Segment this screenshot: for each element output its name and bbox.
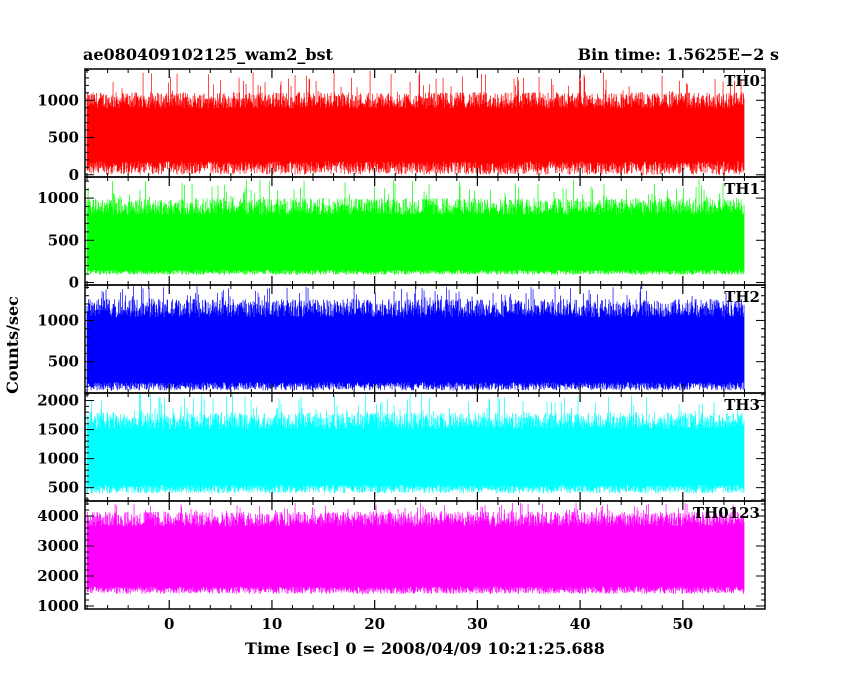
series-trace-th2 <box>86 286 745 391</box>
x-tick-label: 40 <box>570 615 591 633</box>
y-tick-label: 4000 <box>37 507 79 525</box>
series-label-th2: TH2 <box>724 288 760 306</box>
x-tick-label: 50 <box>672 615 693 633</box>
y-tick-label: 1000 <box>37 597 79 615</box>
panel-th0123: 1000 2000 3000 4000 TH0123 0 10 20 30 40 50 <box>37 500 766 633</box>
x-tick-label: 30 <box>467 615 488 633</box>
y-tick-label: 500 <box>48 353 79 371</box>
series-trace-th3 <box>86 394 745 494</box>
x-tick-label: 0 <box>164 615 174 633</box>
panel-th3: 500 1000 1500 2000 TH3 <box>37 392 766 502</box>
y-tick-label: 2000 <box>37 567 79 585</box>
series-label-th3: TH3 <box>724 396 760 414</box>
panel-frame <box>84 500 766 610</box>
y-tick-label: 3000 <box>37 537 79 555</box>
series-label-th0: TH0 <box>724 72 760 90</box>
y-tick-label: 500 <box>48 231 79 249</box>
panels-layer: 05001000TH005001000TH15001000TH250010001… <box>37 68 766 633</box>
y-tick-label: 1000 <box>37 91 79 109</box>
x-tick-label: 10 <box>262 615 283 633</box>
y-tick-label: 0 <box>69 166 79 184</box>
y-axis-label: Counts/sec <box>3 296 22 394</box>
y-tick-label: 2000 <box>37 392 79 410</box>
series-trace-th0123 <box>86 502 745 594</box>
y-tick-label: 1000 <box>37 450 79 468</box>
panel-th1: 0 500 1000 TH1 <box>37 176 766 291</box>
panel-th2: 500 1000 TH2 <box>37 284 766 394</box>
chart-title-left: ae080409102125_wam2_bst <box>83 45 334 64</box>
y-tick-label: 0 <box>69 273 79 291</box>
y-tick-label: 1500 <box>37 421 79 439</box>
y-tick-label: 500 <box>48 479 79 497</box>
chart-title-right: Bin time: 1.5625E−2 s <box>578 45 779 64</box>
y-tick-label: 1000 <box>37 311 79 329</box>
series-label-th0123: TH0123 <box>693 504 760 522</box>
x-axis-label: Time [sec] 0 = 2008/04/09 10:21:25.688 <box>245 639 605 658</box>
y-tick-label: 500 <box>48 129 79 147</box>
series-trace-th1 <box>86 179 745 275</box>
x-tick-label: 20 <box>364 615 385 633</box>
series-label-th1: TH1 <box>724 180 760 198</box>
panel-th0: 0 500 1000 TH0 <box>37 68 766 184</box>
y-tick-label: 1000 <box>37 189 79 207</box>
series-trace-th0 <box>86 70 745 175</box>
